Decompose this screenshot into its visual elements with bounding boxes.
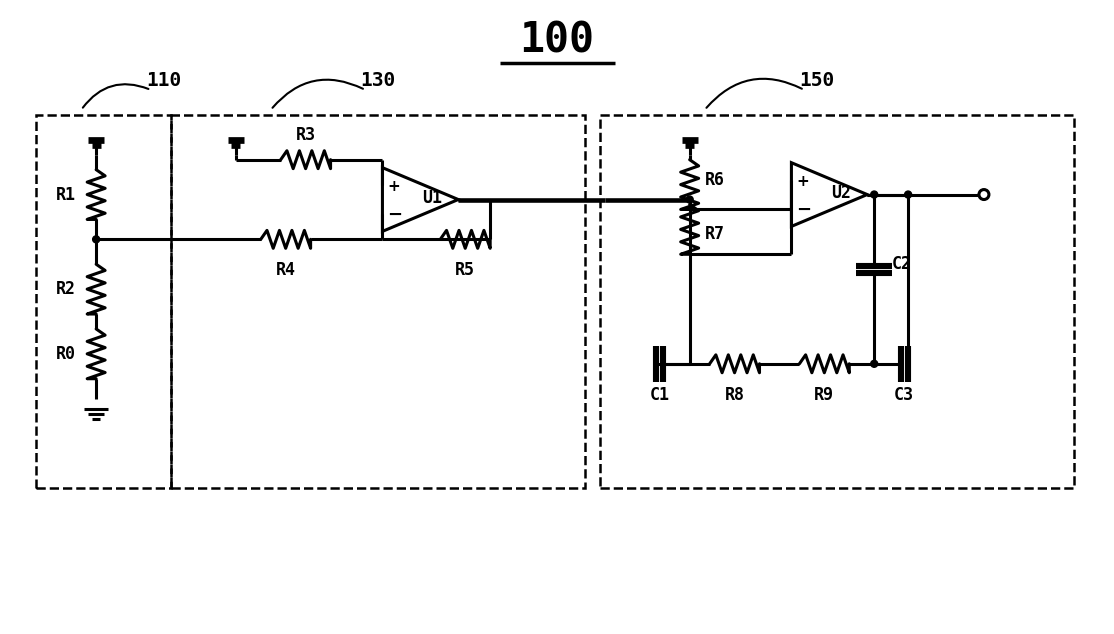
Text: −: − bbox=[797, 200, 811, 219]
Circle shape bbox=[905, 191, 911, 198]
Text: +: + bbox=[797, 174, 809, 189]
Text: C3: C3 bbox=[895, 385, 915, 404]
Circle shape bbox=[871, 360, 878, 367]
Text: R5: R5 bbox=[456, 261, 476, 279]
Text: R1: R1 bbox=[56, 186, 76, 204]
Text: 130: 130 bbox=[361, 71, 395, 90]
Text: R3: R3 bbox=[295, 126, 315, 144]
Text: R2: R2 bbox=[56, 280, 76, 298]
Text: 150: 150 bbox=[800, 71, 834, 90]
Text: R6: R6 bbox=[705, 171, 724, 188]
Text: C1: C1 bbox=[649, 385, 670, 404]
Bar bbox=[600, 115, 1074, 488]
Bar bbox=[37, 115, 170, 488]
Text: R0: R0 bbox=[56, 345, 76, 363]
Circle shape bbox=[92, 236, 99, 243]
Text: R4: R4 bbox=[275, 261, 295, 279]
Text: U1: U1 bbox=[422, 188, 442, 207]
Circle shape bbox=[686, 196, 693, 203]
Circle shape bbox=[871, 191, 878, 198]
Bar bbox=[170, 115, 585, 488]
Text: R9: R9 bbox=[814, 385, 834, 404]
Text: −: − bbox=[388, 205, 402, 223]
Text: R7: R7 bbox=[705, 225, 724, 243]
Text: U2: U2 bbox=[831, 184, 851, 202]
Text: C2: C2 bbox=[892, 256, 912, 273]
Text: 110: 110 bbox=[146, 71, 182, 90]
Text: 100: 100 bbox=[519, 19, 595, 61]
Text: R8: R8 bbox=[724, 385, 744, 404]
Text: +: + bbox=[388, 179, 400, 194]
